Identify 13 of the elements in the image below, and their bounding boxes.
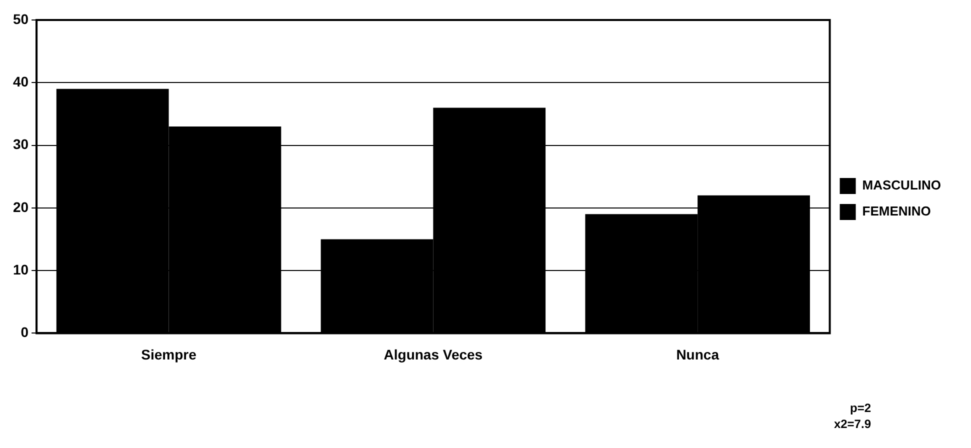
legend-label: MASCULINO [862, 178, 941, 193]
text: x2=7.9 [834, 416, 871, 432]
legend-label: FEMENINO [862, 204, 931, 219]
x-tick-label: Siempre [141, 346, 197, 362]
y-tick-label: 10 [12, 261, 29, 278]
y-tick-label: 30 [12, 136, 29, 152]
text: p=2 [848, 400, 871, 416]
y-tick-label: 0 [20, 324, 29, 340]
y-tick-label: 20 [12, 198, 29, 215]
y-tick-label: 40 [12, 74, 29, 90]
y-tick-label: 50 [12, 10, 29, 27]
x-tick-label: Algunas Veces [384, 346, 483, 362]
x-tick-label: Nunca [676, 346, 720, 362]
